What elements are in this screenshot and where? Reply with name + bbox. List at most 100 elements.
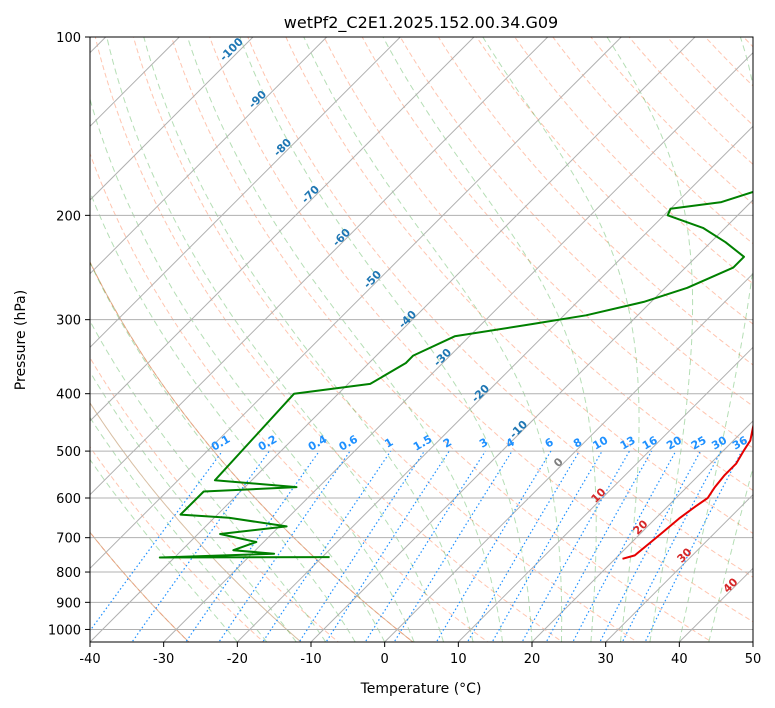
mixing-ratio-line bbox=[466, 450, 580, 642]
dry-adiabat-line bbox=[323, 37, 753, 491]
mixing-ratio-label: 10 bbox=[591, 433, 611, 452]
mixing-ratio-line bbox=[218, 450, 351, 642]
mixing-ratio-line bbox=[599, 450, 702, 642]
dry-adiabat-line bbox=[590, 37, 753, 205]
mixing-ratio-label: 0.1 bbox=[209, 433, 232, 454]
isotherm-label: -50 bbox=[361, 268, 384, 291]
moist-adiabat-line bbox=[482, 37, 640, 642]
isotherm-label: -20 bbox=[469, 382, 492, 405]
isotherm-label: -70 bbox=[299, 183, 322, 206]
moist-adiabat-line bbox=[106, 37, 445, 642]
mixing-ratio-label: 30 bbox=[709, 433, 729, 452]
background-adiabat-line bbox=[90, 402, 302, 642]
dry-adiabat-line bbox=[94, 37, 564, 642]
isotherm-label: 30 bbox=[675, 545, 695, 565]
y-tick-label: 400 bbox=[56, 388, 81, 403]
dry-adiabat-line bbox=[247, 37, 753, 578]
x-tick-label: 0 bbox=[381, 652, 389, 667]
isotherm-label: 20 bbox=[631, 517, 651, 537]
isotherm-label: -80 bbox=[271, 136, 294, 159]
mixing-ratio-line bbox=[644, 450, 743, 642]
moist-adiabat-line bbox=[187, 37, 503, 642]
isotherm-line bbox=[163, 51, 753, 642]
mixing-ratio-line bbox=[393, 450, 513, 642]
y-tick-label: 200 bbox=[56, 209, 81, 224]
isotherm-line bbox=[90, 37, 328, 275]
reference-labels: -100-90-80-70-60-50-40-30-20-10010203040… bbox=[209, 35, 750, 596]
dry-adiabat-line bbox=[361, 37, 753, 449]
moist-adiabat-line bbox=[678, 37, 753, 642]
mixing-ratio-line bbox=[572, 450, 677, 642]
mixing-ratio-label: 0.6 bbox=[337, 432, 361, 453]
y-tick-label: 300 bbox=[56, 314, 81, 329]
mixing-ratio-line bbox=[364, 450, 486, 642]
mixing-ratio-label: 1.5 bbox=[411, 433, 434, 454]
x-tick-label: 50 bbox=[745, 652, 762, 667]
moist-adiabat-line bbox=[606, 37, 694, 642]
isotherm-line bbox=[90, 37, 254, 201]
axis-ticks: -40 -30 -20 -10 0 10 20 30 40 5010020030040050060… bbox=[48, 31, 761, 667]
isotherm-line bbox=[90, 37, 401, 349]
x-tick-label: 40 bbox=[671, 652, 688, 667]
isotherm-line bbox=[90, 37, 696, 642]
moist-adiabat-line bbox=[303, 37, 563, 642]
isotherm-label: -30 bbox=[431, 346, 454, 369]
dry-adiabat-line bbox=[437, 37, 753, 366]
isotherm-label: 10 bbox=[589, 485, 609, 505]
sounding-series bbox=[158, 190, 753, 560]
dry-adiabat-line bbox=[285, 37, 753, 535]
isotherm-line bbox=[90, 37, 622, 570]
x-tick-label: -40 bbox=[79, 652, 100, 667]
y-tick-label: 500 bbox=[56, 445, 81, 460]
x-tick-label: 10 bbox=[450, 652, 467, 667]
reference-lines bbox=[90, 24, 775, 645]
mixing-ratio-line bbox=[185, 450, 320, 642]
isotherm-line bbox=[457, 346, 753, 642]
plot-frame bbox=[89, 36, 754, 643]
dewpoint-line bbox=[158, 190, 753, 559]
dry-adiabat-line bbox=[170, 37, 713, 642]
x-tick-label: -10 bbox=[300, 652, 321, 667]
moist-adiabat-line bbox=[143, 37, 474, 642]
y-tick-label: 100 bbox=[56, 31, 81, 46]
mixing-ratio-line bbox=[131, 450, 270, 642]
moist-adiabat-line bbox=[708, 465, 753, 642]
y-tick-label: 1000 bbox=[48, 623, 81, 638]
x-tick-label: 30 bbox=[597, 652, 614, 667]
temperature-line bbox=[622, 423, 753, 560]
isotherm-line bbox=[531, 420, 753, 642]
moist-adiabat-line bbox=[90, 370, 297, 642]
mixing-ratio-label: 1 bbox=[382, 436, 395, 451]
isotherm-label: -90 bbox=[246, 88, 269, 111]
dry-adiabat-line bbox=[666, 37, 753, 126]
isotherm-line bbox=[752, 641, 753, 642]
moist-adiabat-line bbox=[90, 416, 268, 642]
dry-adiabat-line bbox=[769, 24, 775, 645]
x-tick-label: 20 bbox=[524, 652, 541, 667]
chart-title: wetPf2_C2E1.2025.152.00.34.G09 bbox=[284, 13, 558, 33]
isotherm-line bbox=[310, 199, 753, 642]
isotherm-line bbox=[90, 37, 549, 496]
isotherm-label: -60 bbox=[330, 226, 353, 249]
y-tick-label: 900 bbox=[56, 596, 81, 611]
isotherm-line bbox=[384, 272, 753, 642]
isotherm-label: -100 bbox=[217, 35, 246, 64]
isotherm-line bbox=[678, 567, 753, 642]
y-tick-label: 800 bbox=[56, 566, 81, 581]
x-tick-label: -30 bbox=[153, 652, 174, 667]
mixing-ratio-line bbox=[621, 450, 722, 642]
moist-adiabat-line bbox=[90, 458, 238, 642]
dry-adiabat-line bbox=[476, 37, 753, 325]
dry-adiabat-line bbox=[90, 152, 489, 642]
mixing-ratio-line bbox=[262, 450, 392, 642]
mixing-ratio-line bbox=[325, 450, 450, 642]
dry-adiabat-line bbox=[90, 446, 265, 642]
moist-adiabat-line bbox=[90, 261, 356, 642]
moist-adiabat-line bbox=[239, 37, 533, 642]
y-axis-title: Pressure (hPa) bbox=[13, 290, 29, 390]
mixing-ratio-label: 16 bbox=[640, 433, 660, 452]
y-tick-label: 600 bbox=[56, 492, 81, 507]
moist-adiabat-line bbox=[90, 320, 327, 642]
isotherm-line bbox=[605, 493, 753, 642]
